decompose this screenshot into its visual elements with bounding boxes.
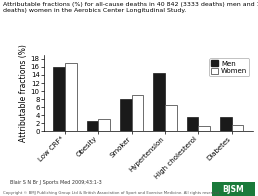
Bar	[65, 63, 77, 131]
Bar	[153, 73, 165, 131]
Text: Blair S N Br J Sports Med 2009;43:1-3: Blair S N Br J Sports Med 2009;43:1-3	[10, 180, 102, 185]
Bar	[232, 125, 243, 131]
Bar	[187, 117, 198, 131]
Text: Copyright © BMJ Publishing Group Ltd & British Association of Sport and Exercise: Copyright © BMJ Publishing Group Ltd & B…	[3, 191, 220, 195]
Bar	[165, 105, 177, 131]
Bar	[132, 95, 143, 131]
Text: BJSM: BJSM	[223, 185, 244, 194]
Bar	[87, 121, 98, 131]
Bar	[198, 126, 210, 131]
Text: Attributable fractions (%) for all-cause deaths in 40 842 (3333 deaths) men and : Attributable fractions (%) for all-cause…	[3, 2, 258, 13]
Bar	[120, 99, 132, 131]
Bar	[220, 117, 232, 131]
Y-axis label: Attributable fractions (%): Attributable fractions (%)	[19, 44, 28, 142]
Bar	[98, 119, 110, 131]
Bar	[53, 67, 65, 131]
Legend: Men, Women: Men, Women	[209, 58, 249, 76]
